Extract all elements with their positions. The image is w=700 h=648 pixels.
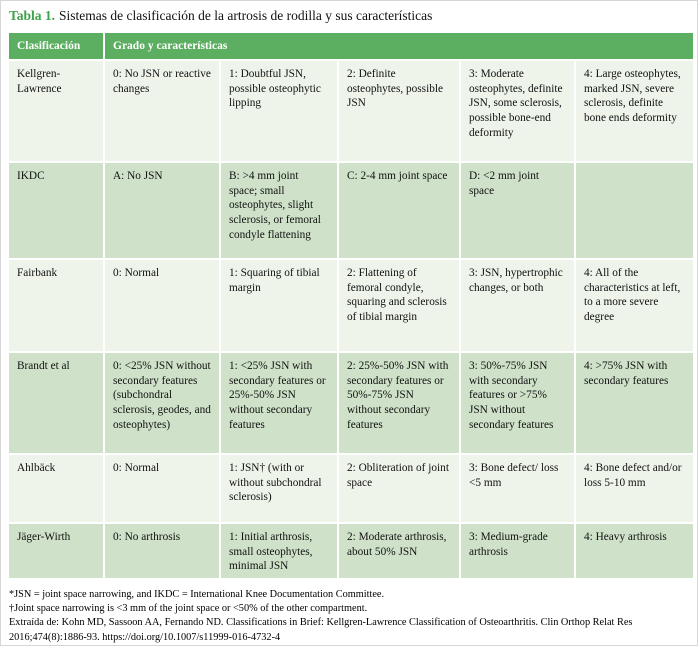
table-row-fairbank: Fairbank 0: Normal 1: Squaring of tibial… [9,259,694,351]
table-row-jager-wirth: Jäger-Wirth 0: No arthrosis 1: Initial a… [9,523,694,578]
grade-cell: 1: Initial arthrosis, small osteophytes,… [221,523,337,578]
footnotes: *JSN = joint space narrowing, and IKDC =… [9,588,689,645]
footnote-citation: Extraída de: Kohn MD, Sassoon AA, Fernan… [9,617,633,643]
grade-cell: 2: Moderate arthrosis, about 50% JSN [339,523,459,578]
row-label: Fairbank [9,259,103,351]
row-label: Brandt et al [9,352,103,453]
grade-cell: 4: >75% JSN with secondary features [576,352,694,453]
grade-cell: 0: Normal [105,259,219,351]
footnote-jsn-threshold: †Joint space narrowing is <3 mm of the j… [9,603,368,615]
grade-cell: 2: 25%-50% JSN with secondary features o… [339,352,459,453]
grade-cell: 4: Bone defect and/or loss 5-10 mm [576,454,694,522]
table-title: Tabla 1. Sistemas de clasificación de la … [9,8,689,25]
column-header-clasificacion: Clasificación [9,32,103,59]
column-header-grado: Grado y características [105,32,694,59]
grade-cell: 4: Heavy arthrosis [576,523,694,578]
grade-cell: 1: Doubtful JSN, possible osteophytic li… [221,60,337,161]
grade-cell: 0: No arthrosis [105,523,219,578]
table-row-ahlback: Ahlbäck 0: Normal 1: JSN† (with or witho… [9,454,694,522]
grade-cell: 3: Medium-grade arthrosis [461,523,574,578]
grade-cell: 0: Normal [105,454,219,522]
grade-cell: C: 2-4 mm joint space [339,162,459,258]
table-caption: Sistemas de clasificación de la artrosis… [59,8,433,23]
grade-cell: 1: <25% JSN with secondary features or 2… [221,352,337,453]
grade-cell: 0: No JSN or reactive changes [105,60,219,161]
grade-cell: 2: Obliteration of joint space [339,454,459,522]
grade-cell: A: No JSN [105,162,219,258]
grade-cell: 3: 50%-75% JSN with secondary features o… [461,352,574,453]
grade-cell: 3: Bone defect/ loss <5 mm [461,454,574,522]
table-row-brandt-et-al: Brandt et al 0: <25% JSN without seconda… [9,352,694,453]
row-label: IKDC [9,162,103,258]
grade-cell: 2: Flattening of femoral condyle, squari… [339,259,459,351]
table-header-row: Clasificación Grado y características [9,32,694,59]
grade-cell: 3: JSN, hypertrophic changes, or both [461,259,574,351]
classification-table: Clasificación Grado y características Ke… [7,31,695,580]
grade-cell: 0: <25% JSN without secondary features (… [105,352,219,453]
grade-cell: B: >4 mm joint space; small osteophytes,… [221,162,337,258]
grade-cell: D: <2 mm joint space [461,162,574,258]
grade-cell: 2: Definite osteophytes, possible JSN [339,60,459,161]
grade-cell [576,162,694,258]
row-label: Jäger-Wirth [9,523,103,578]
grade-cell: 1: Squaring of tibial margin [221,259,337,351]
row-label: Ahlbäck [9,454,103,522]
grade-cell: 1: JSN† (with or without subchondral scl… [221,454,337,522]
grade-cell: 3: Moderate osteophytes, definite JSN, s… [461,60,574,161]
row-label: Kellgren-Lawrence [9,60,103,161]
footnote-jsn-definition: *JSN = joint space narrowing, and IKDC =… [9,588,385,600]
grade-cell: 4: Large osteophytes, marked JSN, severe… [576,60,694,161]
grade-cell: 4: All of the characteristics at left, t… [576,259,694,351]
table-row-ikdc: IKDC A: No JSN B: >4 mm joint space; sma… [9,162,694,258]
table-number-label: Tabla 1. [9,8,56,23]
table-row-kellgren-lawrence: Kellgren-Lawrence 0: No JSN or reactive … [9,60,694,161]
